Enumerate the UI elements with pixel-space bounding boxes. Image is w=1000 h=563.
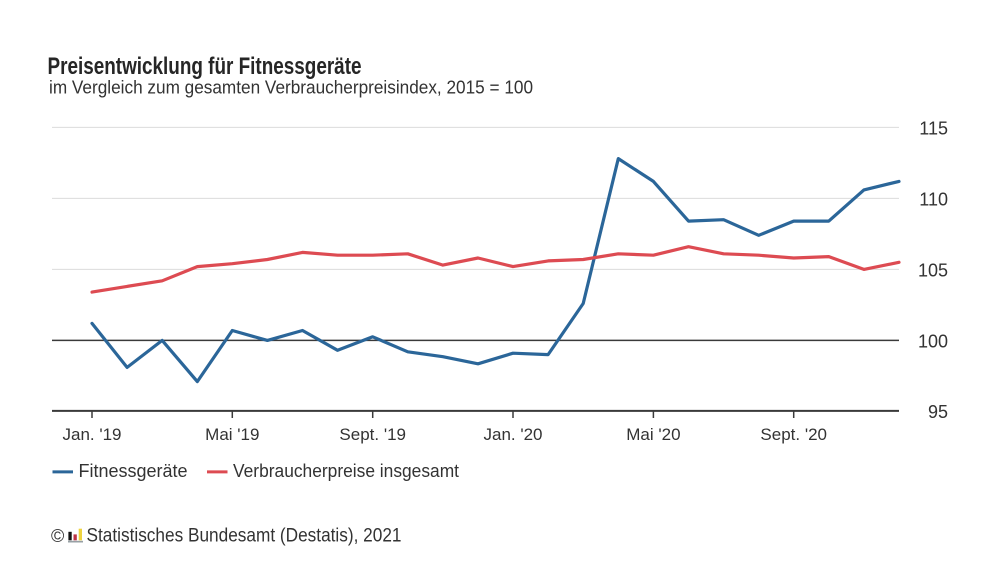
svg-text:Statistisches Bundesamt (Desta: Statistisches Bundesamt (Destatis), 2021 xyxy=(87,526,402,547)
svg-text:©: © xyxy=(51,526,64,546)
svg-text:Mai '19: Mai '19 xyxy=(205,425,259,444)
svg-text:im Vergleich zum gesamten Verb: im Vergleich zum gesamten Verbraucherpre… xyxy=(49,78,533,98)
svg-text:Fitnessgeräte: Fitnessgeräte xyxy=(79,461,188,481)
svg-text:100: 100 xyxy=(918,332,948,352)
svg-text:115: 115 xyxy=(919,119,948,139)
svg-text:Verbraucherpreise insgesamt: Verbraucherpreise insgesamt xyxy=(233,461,459,481)
svg-text:Mai '20: Mai '20 xyxy=(626,425,680,444)
svg-text:Sept. '19: Sept. '19 xyxy=(339,425,406,444)
svg-text:110: 110 xyxy=(919,190,948,210)
svg-text:95: 95 xyxy=(928,402,948,422)
svg-text:Jan. '19: Jan. '19 xyxy=(62,425,121,444)
svg-text:Sept. '20: Sept. '20 xyxy=(760,425,827,444)
svg-text:Preisentwicklung für Fitnessge: Preisentwicklung für Fitnessgeräte xyxy=(48,53,362,80)
svg-text:Jan. '20: Jan. '20 xyxy=(483,425,542,444)
svg-text:105: 105 xyxy=(918,261,948,281)
